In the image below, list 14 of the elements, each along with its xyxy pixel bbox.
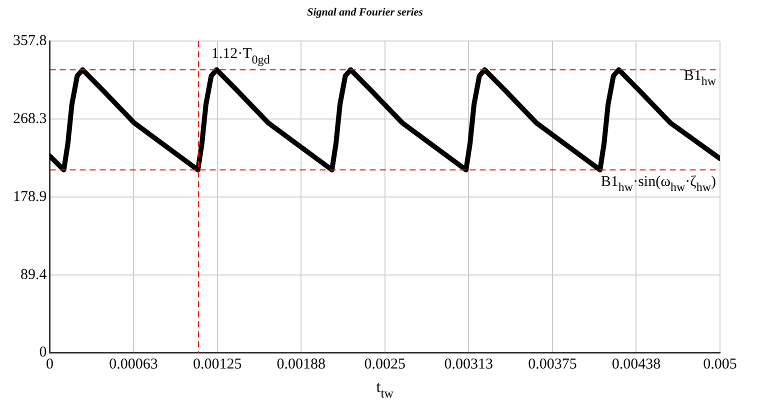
x-tick-label: 0.00188	[276, 356, 326, 373]
y-tick-label: 0	[39, 344, 47, 361]
y-tick-label: 357.8	[13, 33, 47, 50]
x-tick-label: 0.00375	[528, 356, 577, 373]
x-tick-label: 0.00438	[612, 356, 661, 373]
x-tick-label: 0.00063	[109, 356, 158, 373]
x-tick-label: 0.005	[703, 356, 737, 373]
y-tick-label: 178.9	[13, 188, 47, 205]
chart-title: Signal and Fourier series	[307, 6, 423, 18]
x-tick-label: 0.0025	[364, 356, 406, 373]
x-tick-label: 0.00313	[444, 356, 494, 373]
x-tick-label: 0.00125	[192, 356, 242, 373]
y-tick-label: 268.3	[13, 111, 47, 128]
y-tick-label: 89.4	[20, 266, 48, 283]
